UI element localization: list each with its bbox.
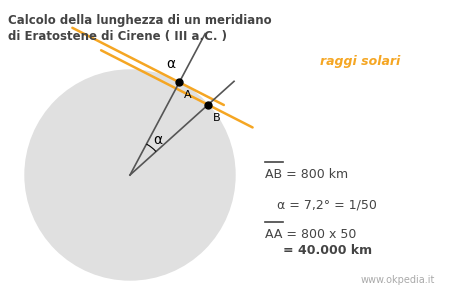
Text: AA = 800 x 50: AA = 800 x 50 [265, 229, 356, 242]
Text: raggi solari: raggi solari [320, 56, 400, 68]
Text: di Eratostene di Cirene ( III a.C. ): di Eratostene di Cirene ( III a.C. ) [8, 30, 227, 43]
Circle shape [25, 70, 235, 280]
Text: α: α [167, 57, 176, 71]
Text: Calcolo della lunghezza di un meridiano: Calcolo della lunghezza di un meridiano [8, 14, 272, 27]
Text: α: α [153, 133, 162, 146]
Text: B: B [213, 113, 220, 123]
Text: A: A [184, 90, 192, 100]
Text: = 40.000 km: = 40.000 km [283, 244, 372, 257]
Text: www.okpedia.it: www.okpedia.it [360, 275, 435, 285]
Text: α = 7,2° = 1/50: α = 7,2° = 1/50 [277, 199, 377, 212]
Text: AB = 800 km: AB = 800 km [265, 169, 348, 182]
